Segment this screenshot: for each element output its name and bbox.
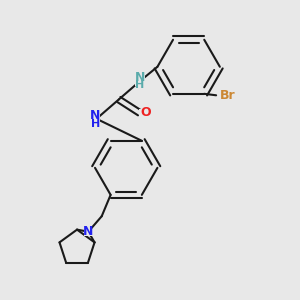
Text: N: N (135, 71, 145, 84)
Text: O: O (141, 106, 152, 119)
FancyBboxPatch shape (135, 73, 145, 86)
Text: N: N (83, 225, 94, 238)
FancyBboxPatch shape (84, 228, 92, 236)
Text: Br: Br (220, 89, 235, 102)
FancyBboxPatch shape (139, 109, 148, 117)
Text: N: N (90, 109, 101, 122)
Text: H: H (135, 80, 145, 90)
Text: H: H (91, 119, 100, 129)
FancyBboxPatch shape (91, 112, 100, 124)
